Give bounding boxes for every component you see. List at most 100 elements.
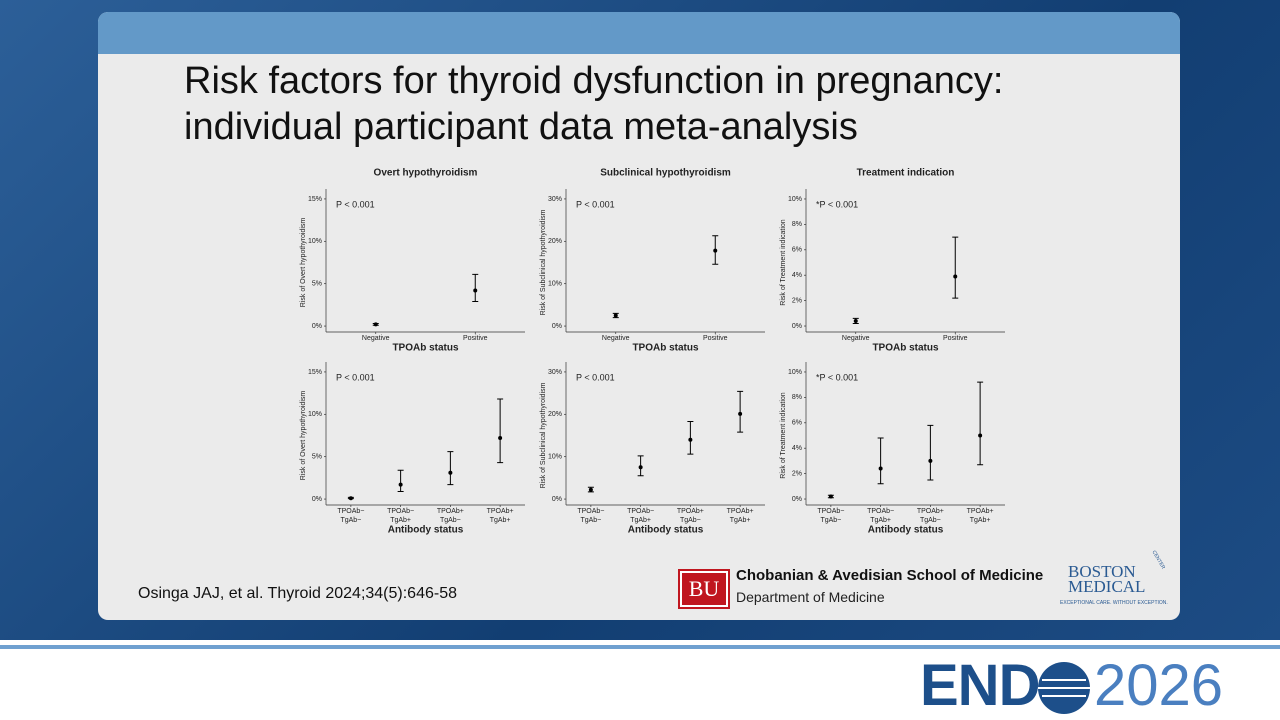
point — [588, 487, 593, 492]
y-tick-label: 4% — [792, 445, 802, 452]
x-tick-label: Positive — [462, 335, 488, 342]
y-tick-label: 2% — [792, 297, 802, 304]
point — [473, 288, 478, 293]
y-tick-label: 8% — [792, 394, 802, 401]
y-tick-label: 5% — [312, 281, 322, 288]
chart-panel: Subclinical hypothyroidism P < 0.001 0% 10%… — [535, 163, 775, 363]
chart: P < 0.001 0% 10% 20% 30%Risk of Subclinical … — [540, 362, 765, 536]
chart-title: Subclinical hypothyroidism — [600, 168, 731, 179]
endo-year: 2026 — [1094, 653, 1224, 718]
slide-title: Risk factors for thyroid dysfunction in … — [184, 60, 1004, 102]
x-tick-label: TPOAb− TgAb+ — [627, 508, 655, 524]
x-tick-label: TPOAb+ TgAb− — [436, 508, 464, 524]
x-tick-label: TPOAb− TgAb− — [337, 508, 365, 524]
y-tick-label: 10% — [548, 454, 562, 461]
x-tick-label: TPOAb+ TgAb+ — [726, 508, 754, 524]
y-tick-label: 10% — [308, 411, 322, 418]
point — [688, 437, 693, 442]
y-tick-label: 5% — [312, 454, 322, 461]
x-tick-label: Negative — [601, 335, 630, 342]
point — [638, 465, 643, 470]
point — [613, 313, 618, 318]
school-name: Chobanian & Avedisian School of Medicine — [736, 567, 1044, 584]
chart-panel: P < 0.001 0% 10% 20% 30% Risk of Subclinical … — [535, 336, 775, 536]
x-tick-label: TPOAb+ TgAb− — [916, 508, 944, 524]
x-axis-label: TPOAb status — [632, 343, 699, 354]
x-tick-label: TPOAb− TgAb+ — [867, 508, 895, 524]
bu-logo: BU — [678, 569, 730, 609]
x-tick-label: TPOAb− TgAb+ — [387, 508, 415, 524]
x-tick-label: TPOAb+ TgAb+ — [486, 508, 514, 524]
endo-globe — [1038, 662, 1090, 714]
point — [448, 470, 453, 475]
footer-line — [0, 645, 1280, 649]
bmc-logo: MEDICAL — [1068, 577, 1146, 596]
y-axis-label: Risk of Overt hypothyroidism — [300, 218, 307, 308]
y-tick-label: 6% — [792, 247, 802, 254]
bmc-tagline: EXCEPTIONAL CARE. WITHOUT EXCEPTION. — [1060, 600, 1168, 606]
y-axis-label: Risk of Subclinical hypothyroidism — [540, 382, 547, 488]
error-bar — [497, 398, 504, 464]
y-tick-label: 0% — [552, 496, 562, 503]
annotation: *P < 0.001 — [816, 372, 858, 382]
point — [498, 436, 503, 441]
x-tick-label: Negative — [361, 335, 390, 342]
chart-panel: Treatment indication *P < 0.001 0% 2% 4% 6% 8%… — [775, 163, 1015, 363]
chart: Treatment indication *P < 0.001 0% 2% 4% 6% 8%… — [780, 168, 1005, 354]
chart-panel: *P < 0.001 0% 2% 4% 6% 8% 10% Risk of Treatment… — [775, 336, 1015, 536]
x-tick-label: TPOAb+ TgAb− — [676, 508, 704, 524]
point — [878, 466, 883, 471]
y-axis-label: Risk of Treatment indication — [780, 219, 787, 305]
y-tick-label: 4% — [792, 272, 802, 279]
y-tick-label: 0% — [312, 496, 322, 503]
error-bar — [397, 469, 404, 492]
x-tick-label: Negative — [841, 335, 870, 342]
x-tick-label: Positive — [942, 335, 968, 342]
footer: END 2026 — [0, 640, 1280, 720]
citation: Osinga JAJ, et al. Thyroid 2024;34(5):64… — [138, 585, 457, 602]
chart-panel: P < 0.001 0% 5% 10% 15% Risk of Overt hypothy… — [295, 336, 535, 536]
point — [978, 433, 983, 438]
point — [828, 494, 833, 499]
chart: *P < 0.001 0% 2% 4% 6% 8% 10% Risk of Treatment… — [780, 362, 1005, 536]
chart-title: Treatment indication — [857, 168, 955, 179]
y-tick-label: 0% — [792, 496, 802, 503]
chart-panel: Overt hypothyroidism P < 0.001 0% 5% 10% 15% R… — [295, 163, 535, 363]
chart: Overt hypothyroidism P < 0.001 0% 5% 10% 15% R… — [300, 168, 525, 354]
point — [853, 318, 858, 323]
endo-logo: END — [920, 653, 1040, 718]
chart: Subclinical hypothyroidism P < 0.001 0% 10%… — [540, 168, 765, 354]
point — [738, 411, 743, 416]
x-tick-label: TPOAb− TgAb− — [817, 508, 845, 524]
y-axis-label: Risk of Subclinical hypothyroidism — [540, 209, 547, 315]
y-tick-label: 20% — [548, 238, 562, 245]
point — [398, 482, 403, 487]
y-tick-label: 10% — [308, 238, 322, 245]
point — [713, 248, 718, 253]
y-tick-label: 0% — [792, 323, 802, 330]
y-tick-label: 30% — [548, 196, 562, 203]
x-axis-label: Antibody status — [388, 525, 464, 536]
x-axis-label: TPOAb status — [872, 343, 939, 354]
x-axis-label: Antibody status — [868, 525, 944, 536]
error-bar — [927, 424, 934, 481]
x-axis-label: TPOAb status — [392, 343, 459, 354]
point — [373, 322, 378, 327]
y-tick-label: 0% — [312, 323, 322, 330]
y-tick-label: 2% — [792, 470, 802, 477]
error-bar — [737, 390, 744, 433]
y-tick-label: 0% — [552, 323, 562, 330]
slide-panel: Risk factors for thyroid dysfunction in … — [98, 12, 1180, 620]
department-name: Department of Medicine — [736, 589, 885, 605]
point — [953, 274, 958, 279]
bmc-logo: BOSTON — [1068, 562, 1136, 581]
y-axis-label: Risk of Overt hypothyroidism — [300, 391, 307, 481]
header-band — [98, 12, 1180, 54]
y-tick-label: 10% — [788, 369, 802, 376]
x-axis-label: Antibody status — [628, 525, 704, 536]
x-tick-label: Positive — [702, 335, 728, 342]
chart: P < 0.001 0% 5% 10% 15% Risk of Overt hypothy… — [300, 362, 525, 536]
error-bar — [447, 451, 454, 486]
y-tick-label: 8% — [792, 221, 802, 228]
